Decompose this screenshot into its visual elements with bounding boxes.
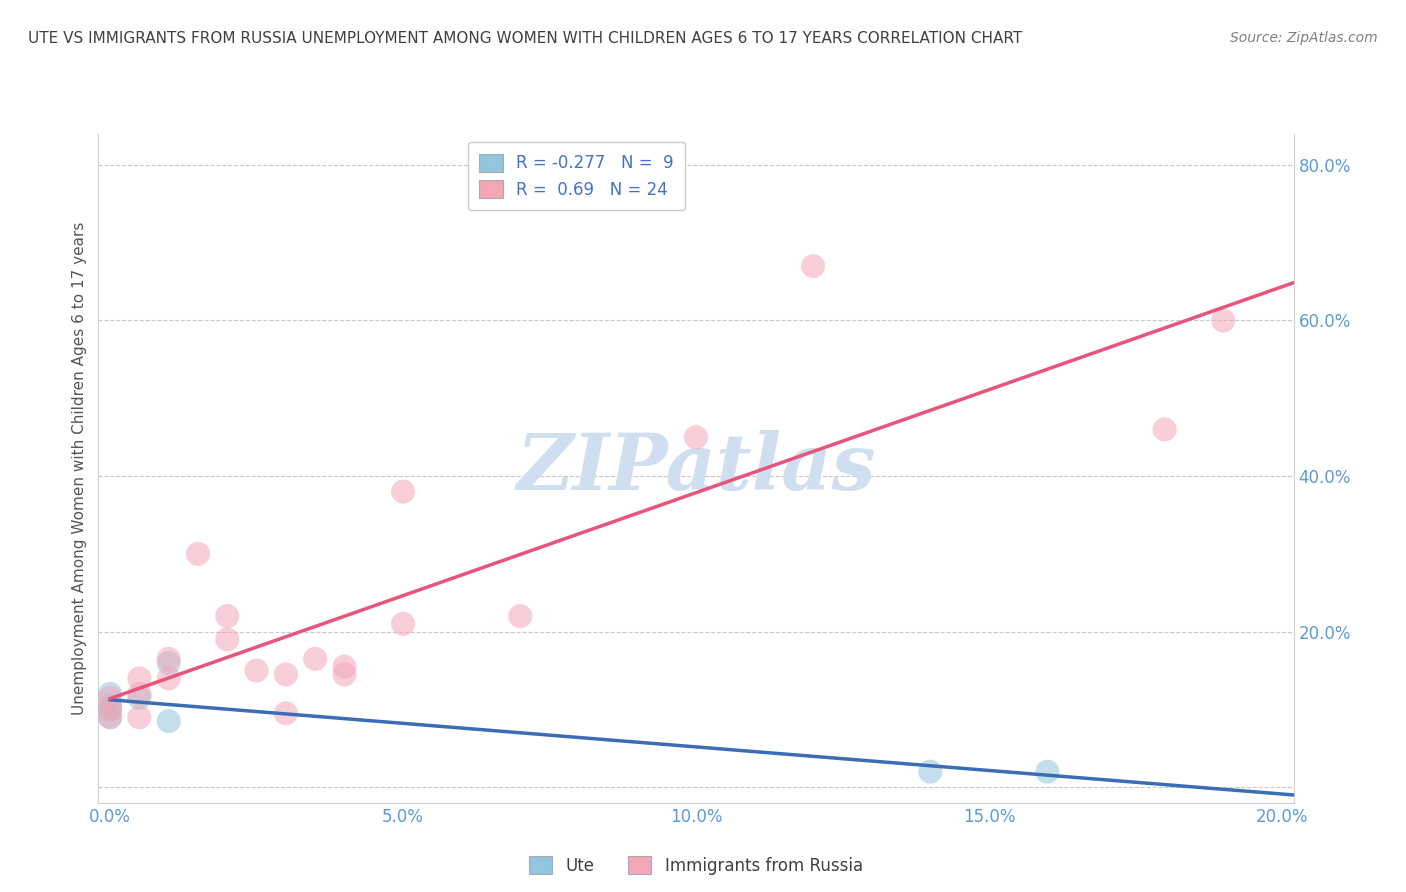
Point xyxy=(98,702,121,716)
Point xyxy=(128,690,150,705)
Point xyxy=(98,710,121,724)
Text: Source: ZipAtlas.com: Source: ZipAtlas.com xyxy=(1230,31,1378,45)
Point xyxy=(128,687,150,701)
Point xyxy=(685,430,707,444)
Legend: Ute, Immigrants from Russia: Ute, Immigrants from Russia xyxy=(523,849,869,881)
Point xyxy=(157,652,180,666)
Point xyxy=(98,690,121,705)
Point xyxy=(246,664,269,678)
Point xyxy=(98,702,121,716)
Point xyxy=(98,687,121,701)
Point xyxy=(187,547,209,561)
Point xyxy=(157,714,180,728)
Point xyxy=(157,671,180,685)
Point xyxy=(98,698,121,713)
Point xyxy=(333,659,356,673)
Point xyxy=(128,671,150,685)
Point xyxy=(801,259,824,273)
Point xyxy=(274,706,297,721)
Point xyxy=(392,616,415,631)
Text: UTE VS IMMIGRANTS FROM RUSSIA UNEMPLOYMENT AMONG WOMEN WITH CHILDREN AGES 6 TO 1: UTE VS IMMIGRANTS FROM RUSSIA UNEMPLOYME… xyxy=(28,31,1022,46)
Point xyxy=(1036,764,1059,779)
Point xyxy=(217,609,239,624)
Point xyxy=(920,764,942,779)
Point xyxy=(509,609,531,624)
Point xyxy=(98,710,121,724)
Point xyxy=(128,710,150,724)
Point xyxy=(392,484,415,499)
Y-axis label: Unemployment Among Women with Children Ages 6 to 17 years: Unemployment Among Women with Children A… xyxy=(72,221,87,715)
Point xyxy=(333,667,356,681)
Point xyxy=(157,656,180,670)
Text: ZIPatlas: ZIPatlas xyxy=(516,430,876,507)
Point xyxy=(304,652,326,666)
Point xyxy=(217,632,239,647)
Point xyxy=(1212,313,1234,327)
Point xyxy=(274,667,297,681)
Point xyxy=(1153,422,1175,436)
